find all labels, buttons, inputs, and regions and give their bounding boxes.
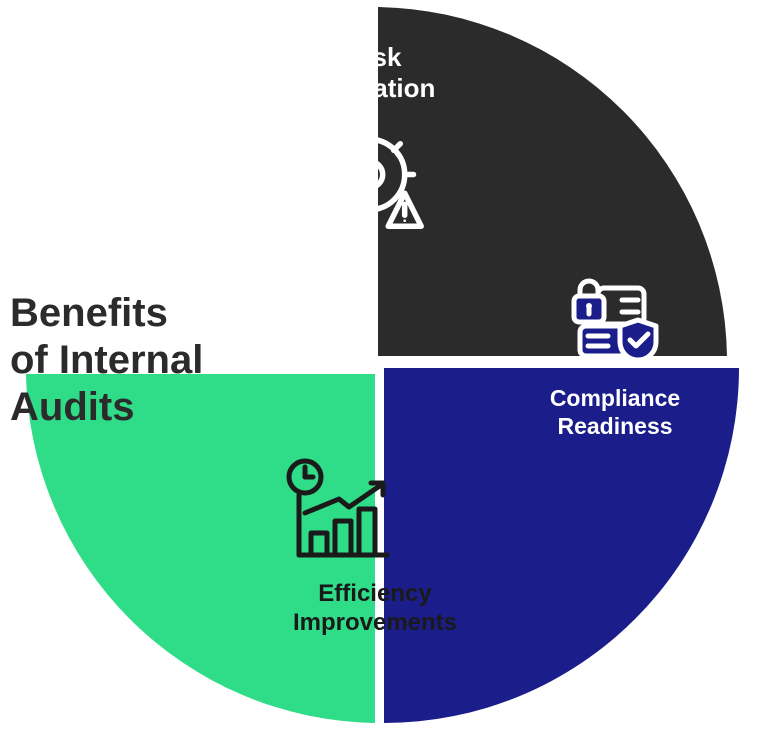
label-efficiency-line1: Efficiency — [255, 580, 495, 609]
chart-title: Benefits of Internal Audits — [10, 290, 203, 432]
title-line-3: Audits — [10, 385, 134, 429]
clock-chart-icon — [275, 455, 395, 565]
label-efficiency: Efficiency Improvements — [255, 580, 495, 638]
label-risk-line1: Risk — [274, 42, 474, 73]
gear-warning-icon — [320, 125, 430, 235]
label-compliance-line2: Readiness — [510, 413, 720, 441]
label-efficiency-line2: Improvements — [255, 609, 495, 638]
title-line-1: Benefits — [10, 291, 168, 335]
label-risk-line2: Mitigation — [274, 73, 474, 104]
infographic-canvas: Benefits of Internal Audits Risk Mitigat… — [0, 0, 762, 730]
lock-shield-icon — [558, 270, 668, 370]
label-compliance-line1: Compliance — [510, 385, 720, 413]
label-compliance: Compliance Readiness — [510, 385, 720, 440]
title-line-2: of Internal — [10, 338, 203, 382]
label-risk: Risk Mitigation — [274, 42, 474, 104]
